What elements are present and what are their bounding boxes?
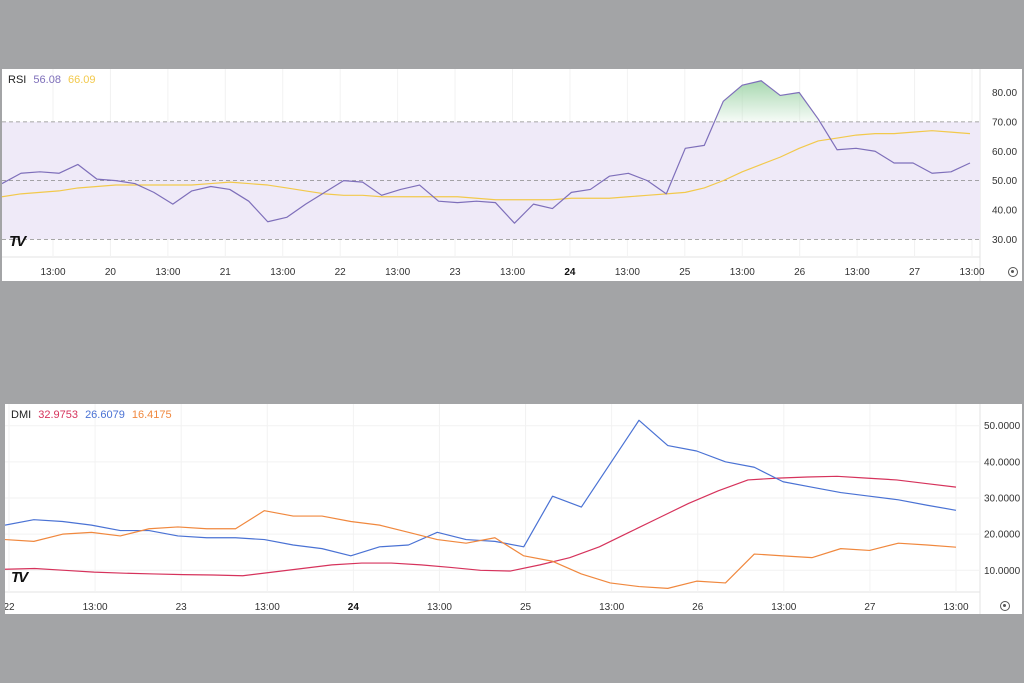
x-tick-label: 21 [220,267,232,278]
x-tick-label: 25 [679,267,691,278]
x-tick-label: 26 [794,267,806,278]
rsi-legend: RSI 56.08 66.09 [8,74,100,86]
x-tick-label: 22 [5,602,15,613]
y-tick-label: 50.00 [992,176,1017,187]
y-tick-label: 40.00 [992,206,1017,217]
y-tick-label: 30.00 [992,235,1017,246]
x-tick-label: 27 [909,267,921,278]
x-tick-label: 13:00 [427,602,452,613]
minus-di-line [5,510,957,589]
x-tick-label: 23 [176,602,188,613]
rsi-ma-legend-value: 66.09 [68,74,96,86]
y-tick-label: 30.0000 [984,494,1021,505]
x-tick-label: 25 [520,602,532,613]
rsi-legend-label: RSI [8,74,27,86]
dmi-legend-label: DMI [11,409,32,421]
y-tick-label: 80.00 [992,88,1017,99]
dmi-legend: DMI 32.9753 26.6079 16.4175 [11,409,176,421]
x-tick-label: 24 [564,267,576,278]
y-tick-label: 70.00 [992,117,1017,128]
rsi-ma-line [2,130,971,201]
x-tick-label: 13:00 [845,267,870,278]
rsi-legend-value: 56.08 [33,74,61,86]
tradingview-logo-icon: TV [9,233,26,250]
x-tick-label: 13:00 [500,267,525,278]
tradingview-logo-icon: TV [11,569,28,586]
plus-di-line [5,419,957,557]
y-tick-label: 40.0000 [984,457,1021,468]
x-tick-label: 13:00 [155,267,180,278]
x-tick-label: 22 [335,267,347,278]
x-tick-label: 13:00 [255,602,280,613]
y-tick-label: 60.00 [992,147,1017,158]
dmi-chart: 10.0000 20.0000 30.0000 40.0000 50.0000 22 13:… [5,404,1021,614]
y-tick-label: 50.0000 [984,421,1021,432]
dmi-panel: 10.0000 20.0000 30.0000 40.0000 50.0000 22 13:… [5,404,1022,614]
plus-di-legend-value: 26.6079 [85,409,125,421]
x-tick-label: 13:00 [270,267,295,278]
settings-gear-icon[interactable] [1008,267,1018,277]
x-tick-label: 13:00 [599,602,624,613]
x-tick-label: 27 [864,602,876,613]
x-tick-label: 20 [105,267,117,278]
settings-gear-icon[interactable] [1000,601,1010,611]
x-tick-label: 13:00 [730,267,755,278]
rsi-background-band [2,121,980,240]
x-tick-label: 13:00 [40,267,65,278]
rsi-line [2,80,971,224]
x-tick-label: 13:00 [943,602,968,613]
y-tick-label: 20.0000 [984,530,1021,541]
x-tick-label: 23 [450,267,462,278]
x-tick-label: 24 [348,602,360,613]
minus-di-legend-value: 16.4175 [131,409,172,421]
adx-legend-value: 32.9753 [38,409,78,421]
x-tick-label: 13:00 [83,602,108,613]
rsi-panel: 30.00 40.00 50.00 60.00 70.00 80.00 13:00 20 13:… [2,69,1022,281]
x-tick-label: 13:00 [771,602,796,613]
y-tick-label: 10.0000 [984,566,1021,577]
x-tick-label: 26 [692,602,704,613]
rsi-overbought-fill [714,80,820,122]
rsi-chart: 30.00 40.00 50.00 60.00 70.00 80.00 13:00 20 13:… [2,69,1017,281]
adx-line [5,475,957,577]
x-tick-label: 13:00 [385,267,410,278]
x-tick-label: 13:00 [615,267,640,278]
x-tick-label: 13:00 [959,267,984,278]
